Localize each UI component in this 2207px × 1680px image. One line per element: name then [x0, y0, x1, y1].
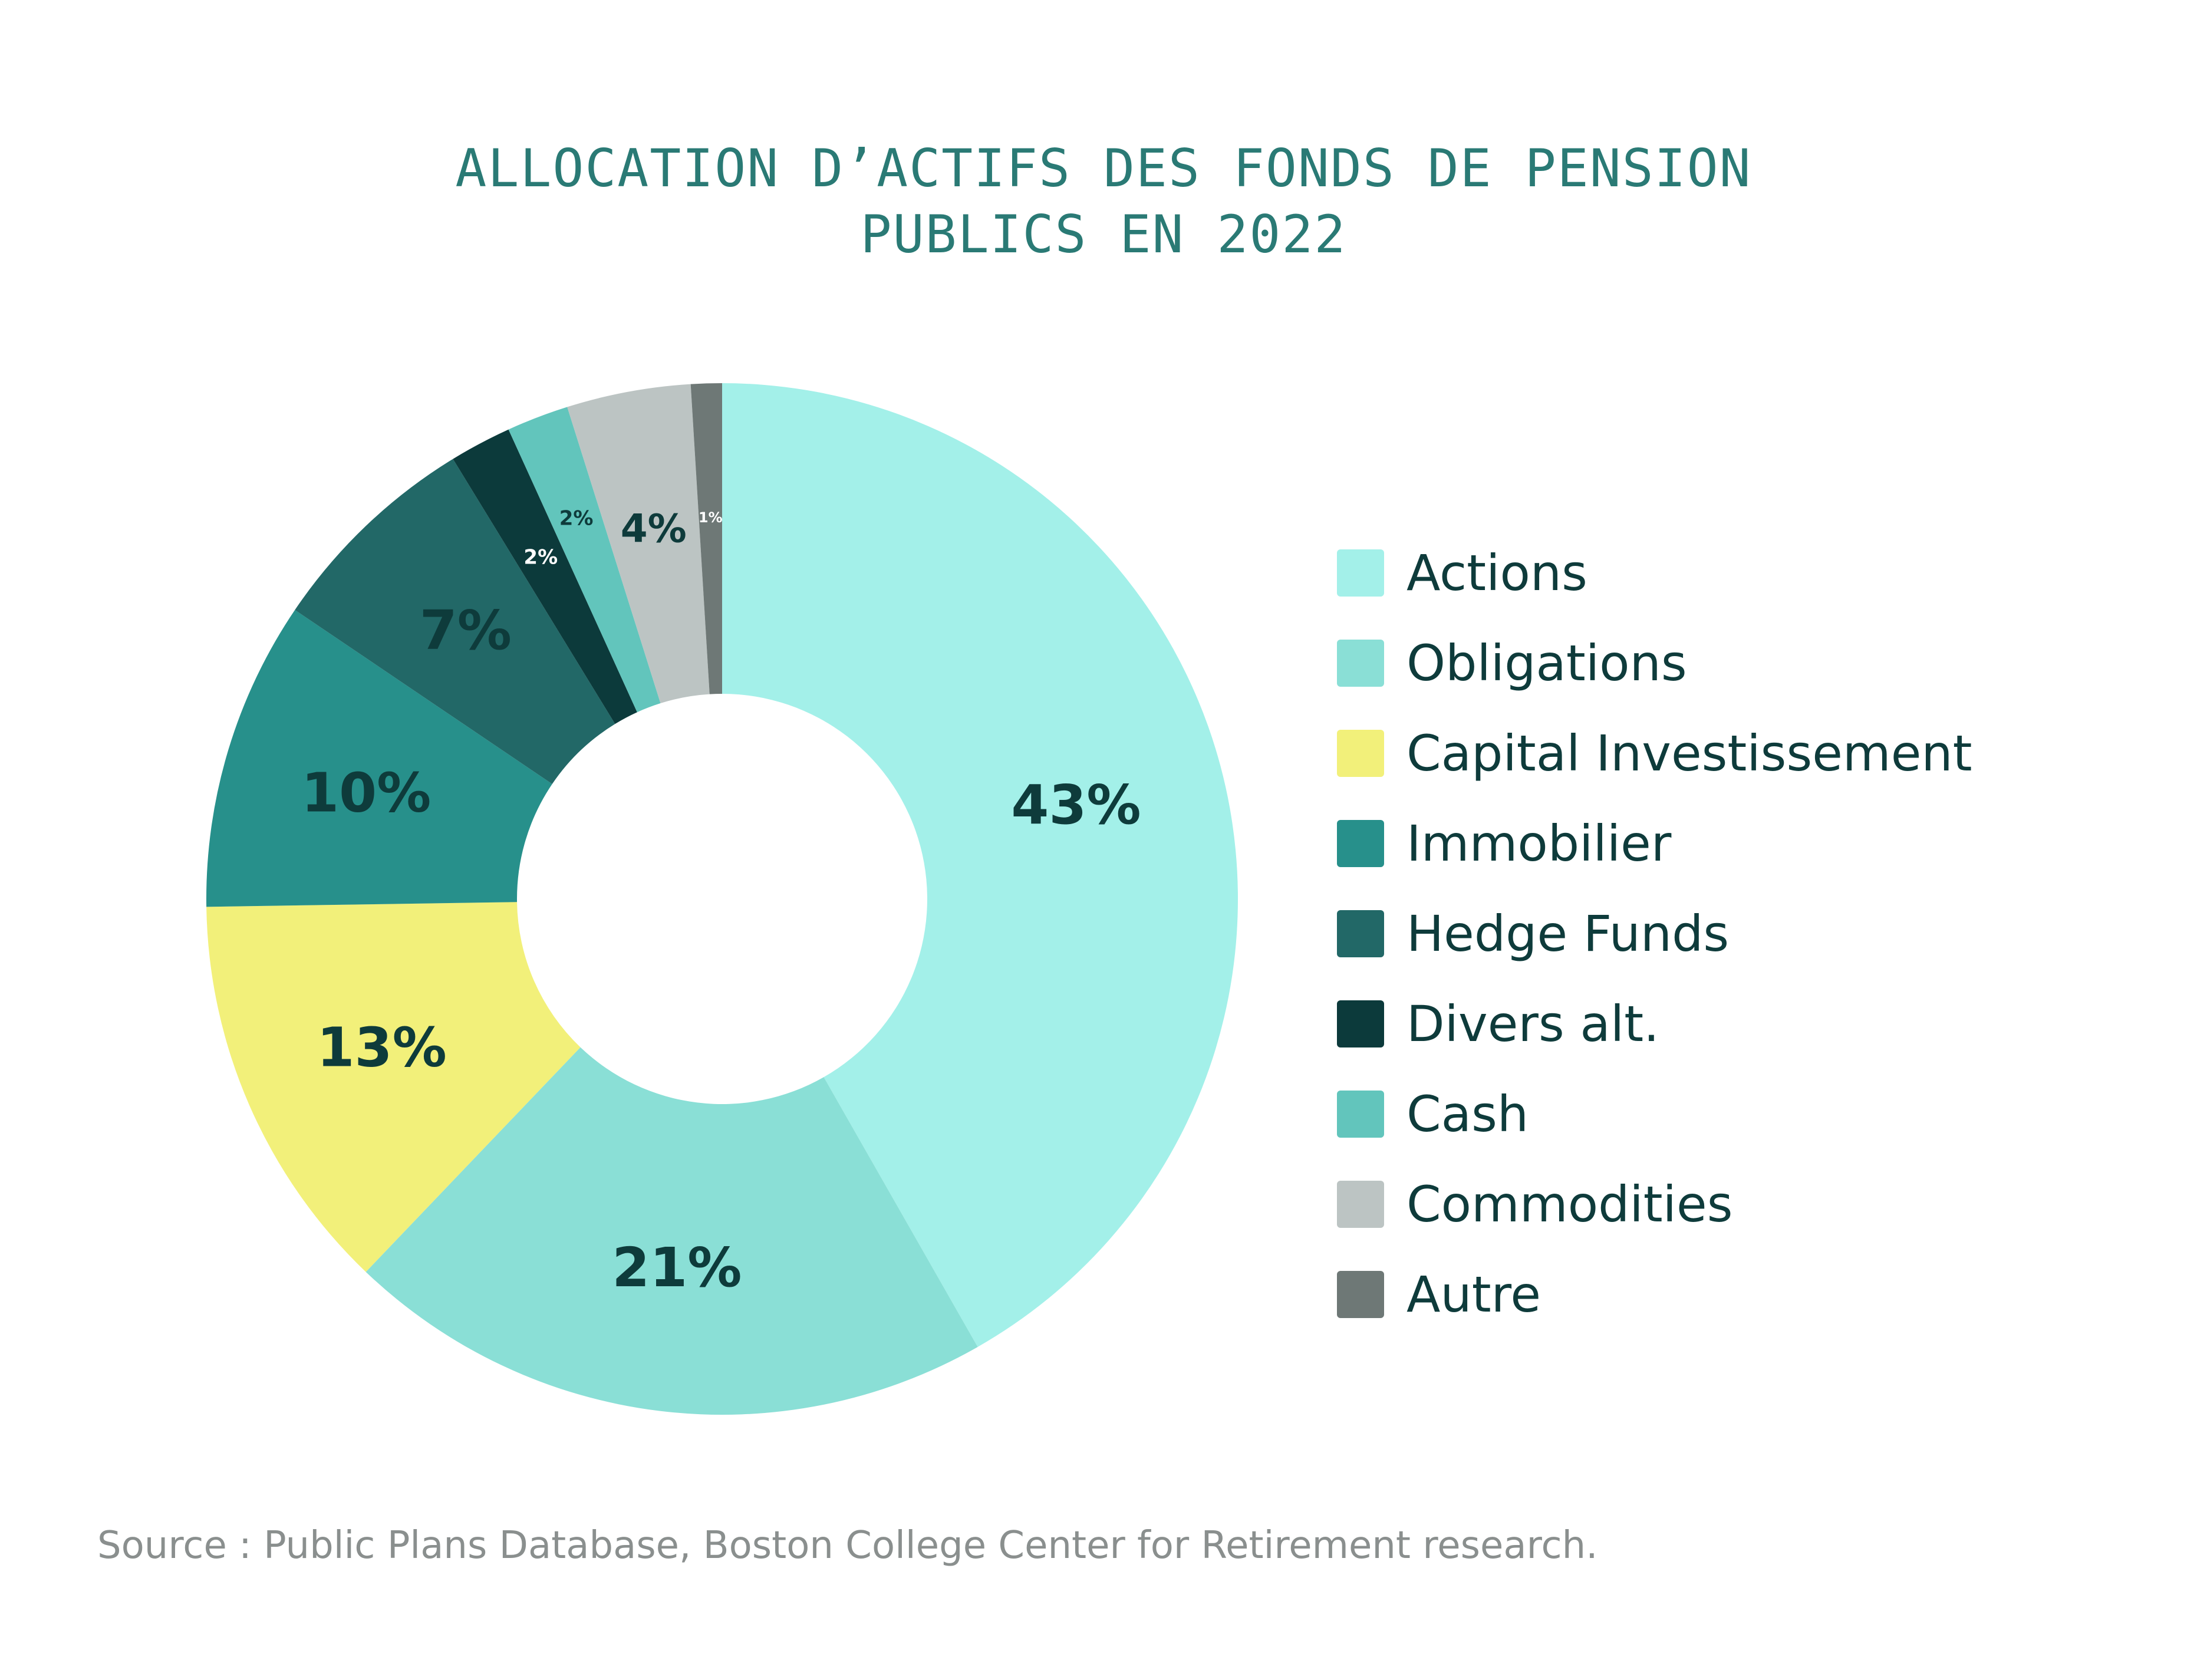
legend-label: Immobilier — [1406, 814, 1672, 872]
slice-hedge-funds — [295, 459, 615, 785]
legend-label: Actions — [1406, 543, 1587, 602]
legend-swatch — [1337, 1090, 1384, 1138]
data-label-capital-investissement: 13% — [317, 1016, 447, 1079]
slice-capital-investissement — [206, 902, 581, 1272]
legend-item: Obligations — [1337, 618, 1972, 708]
data-label-commodities: 4% — [621, 506, 687, 551]
legend-label: Commodities — [1406, 1175, 1733, 1233]
legend-item: Divers alt. — [1337, 979, 1972, 1069]
legend-swatch — [1337, 910, 1384, 957]
data-label-actions: 43% — [1011, 773, 1141, 836]
slice-divers-alt — [453, 429, 637, 724]
legend-label: Cash — [1406, 1085, 1529, 1143]
legend-swatch — [1337, 549, 1384, 597]
source-note: Source : Public Plans Database, Boston C… — [97, 1524, 1598, 1567]
legend-label: Divers alt. — [1406, 994, 1659, 1053]
legend-item: Commodities — [1337, 1159, 1972, 1249]
legend-swatch — [1337, 1180, 1384, 1228]
data-label-cash: 2% — [559, 507, 594, 531]
legend-item: Actions — [1337, 528, 1972, 618]
slice-obligations — [365, 1047, 978, 1415]
slice-actions — [722, 383, 1238, 1347]
data-label-hedge-funds: 7% — [420, 599, 512, 662]
data-label-divers-alt: 2% — [523, 545, 558, 569]
data-label-autre: 1% — [699, 509, 723, 526]
legend-item: Capital Investissement — [1337, 708, 1972, 798]
legend-swatch — [1337, 1000, 1384, 1047]
legend-swatch — [1337, 819, 1384, 867]
slice-commodities — [567, 384, 710, 704]
slice-autre — [690, 383, 722, 694]
chart-title-line-1: ALLOCATION D’ACTIFS DES FONDS DE PENSION — [455, 138, 1752, 199]
legend-label: Hedge Funds — [1406, 904, 1730, 963]
legend-item: Hedge Funds — [1337, 888, 1972, 979]
legend-label: Capital Investissement — [1406, 724, 1972, 782]
slice-immobilier — [206, 610, 552, 907]
legend-swatch — [1337, 729, 1384, 777]
chart-legend: Actions Obligations Capital Investissement… — [1337, 528, 1972, 1339]
legend-label: Autre — [1406, 1265, 1541, 1323]
slice-cash — [508, 407, 661, 713]
legend-item: Immobilier — [1337, 798, 1972, 888]
legend-item: Autre — [1337, 1249, 1972, 1339]
legend-item: Cash — [1337, 1069, 1972, 1159]
legend-label: Obligations — [1406, 634, 1687, 692]
legend-swatch — [1337, 639, 1384, 687]
data-label-obligations: 21% — [612, 1236, 742, 1299]
chart-title: ALLOCATION D’ACTIFS DES FONDS DE PENSION… — [0, 136, 2207, 268]
data-label-immobilier: 10% — [301, 761, 431, 824]
legend-swatch — [1337, 1270, 1384, 1318]
chart-title-line-2: PUBLICS EN 2022 — [860, 204, 1347, 265]
